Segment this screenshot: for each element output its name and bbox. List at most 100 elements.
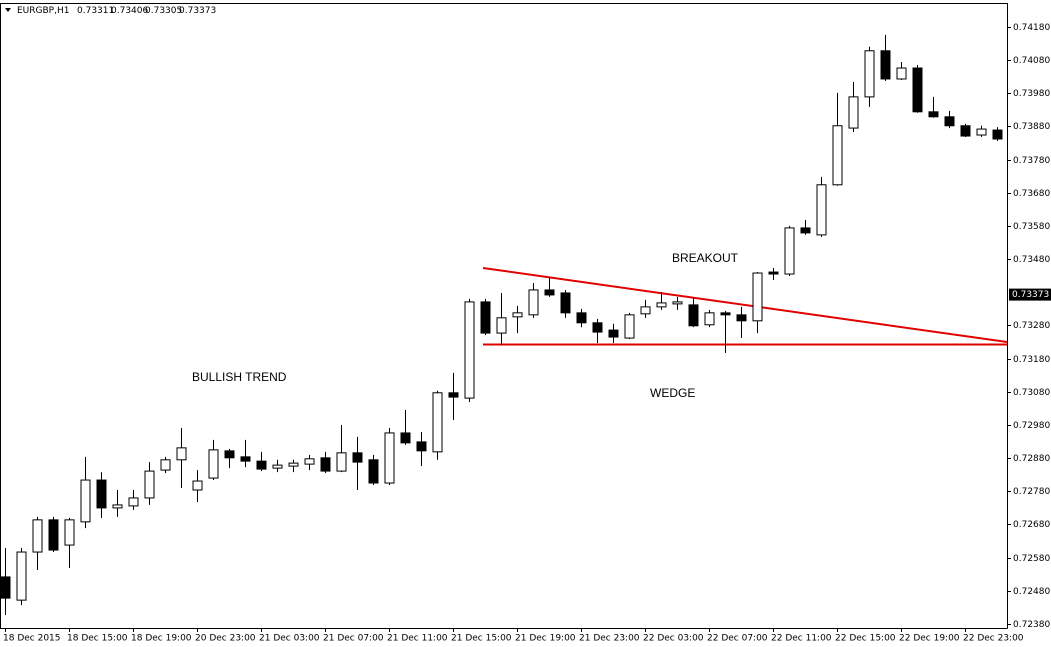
y-tick-label: 0.73280 — [1013, 321, 1050, 331]
candle-up — [272, 464, 283, 469]
candle-up — [496, 317, 507, 334]
candle-up — [640, 306, 651, 315]
y-tick-label: 0.72680 — [1013, 520, 1050, 530]
candle-down — [720, 312, 731, 316]
y-tick-label: 0.73180 — [1013, 355, 1050, 365]
candle-down — [320, 457, 331, 472]
candle-up — [160, 459, 171, 471]
candle-down — [608, 329, 619, 338]
candle-down — [576, 312, 587, 324]
current-price-box — [1009, 288, 1051, 301]
x-tick-label: 22 Dec 07:00 — [707, 634, 768, 644]
candle-down — [224, 450, 235, 459]
candle-down — [688, 304, 699, 327]
x-tick-label: 21 Dec 03:00 — [259, 634, 320, 644]
candle-up — [304, 458, 315, 465]
candle-down — [736, 314, 747, 322]
candle-up — [848, 96, 859, 129]
x-tick-label: 22 Dec 23:00 — [963, 634, 1024, 644]
candle-up — [752, 272, 763, 322]
candle-down — [448, 392, 459, 398]
current-price-label: 0.73373 — [1012, 290, 1049, 300]
candle-up — [16, 551, 27, 601]
y-tick-label: 0.73980 — [1013, 89, 1050, 99]
candle-down — [800, 227, 811, 234]
x-tick-label: 20 Dec 23:00 — [195, 634, 256, 644]
y-tick-label: 0.73580 — [1013, 222, 1050, 232]
candle-up — [704, 312, 715, 326]
header-close: 0.73373 — [179, 6, 216, 16]
candle-down — [544, 289, 555, 296]
annotation: WEDGE — [650, 386, 695, 400]
candle-down — [368, 459, 379, 484]
candle-up — [144, 470, 155, 499]
candle-up — [784, 227, 795, 275]
candle-down — [960, 125, 971, 137]
candle-up — [896, 67, 907, 80]
x-tick-label: 18 Dec 15:00 — [67, 634, 128, 644]
candle-up — [208, 449, 219, 479]
y-tick-label: 0.72980 — [1013, 421, 1050, 431]
y-tick-label: 0.73780 — [1013, 156, 1050, 166]
candle-up — [32, 519, 43, 553]
annotation: BULLISH TREND — [192, 370, 287, 384]
candle-up — [176, 447, 187, 461]
candles — [0, 34, 1003, 616]
candle-up — [432, 392, 443, 453]
y-tick-label: 0.73080 — [1013, 388, 1050, 398]
candle-up — [464, 301, 475, 399]
candle-up — [832, 125, 843, 186]
candle-down — [928, 111, 939, 118]
y-tick-label: 0.72880 — [1013, 454, 1050, 464]
x-tick-label: 21 Dec 11:00 — [387, 634, 448, 644]
candle-down — [560, 292, 571, 314]
x-tick-label: 22 Dec 11:00 — [771, 634, 832, 644]
y-tick-label: 0.72380 — [1013, 620, 1050, 630]
candle-down — [992, 129, 1003, 140]
x-tick-label: 22 Dec 03:00 — [643, 634, 704, 644]
candle-up — [112, 504, 123, 509]
candle-up — [80, 479, 91, 523]
candle-down — [400, 432, 411, 444]
y-tick-label: 0.73880 — [1013, 122, 1050, 132]
candle-up — [336, 452, 347, 472]
menu-icon — [5, 8, 11, 12]
header-high: 0.73406 — [111, 6, 148, 16]
y-tick-label: 0.73680 — [1013, 189, 1050, 199]
candle-up — [624, 314, 635, 339]
candle-up — [128, 497, 139, 507]
candle-up — [816, 184, 827, 236]
candle-down — [96, 479, 107, 509]
x-tick-label: 18 Dec 2015 — [3, 634, 61, 644]
y-tick-label: 0.72580 — [1013, 554, 1050, 564]
annotation: BREAKOUT — [672, 251, 739, 265]
candle-up — [976, 128, 987, 136]
candle-up — [384, 432, 395, 484]
candle-up — [656, 302, 667, 308]
axis-labels: 0.74180 0.74080 0.73980 0.73880 0.73780 0.736… — [3, 23, 1051, 644]
candle-down — [0, 576, 11, 599]
candle-down — [880, 50, 891, 80]
header-open: 0.73311 — [77, 6, 114, 16]
y-tick-label: 0.74080 — [1013, 56, 1050, 66]
candle-up — [64, 519, 75, 546]
candle-down — [416, 441, 427, 452]
header: EURGBP,H1 0.73311 0.73406 0.73305 0.7337… — [17, 6, 216, 16]
x-tick-label: 21 Dec 15:00 — [451, 634, 512, 644]
candle-up — [672, 301, 683, 305]
x-tick-label: 18 Dec 19:00 — [131, 634, 192, 644]
x-tick-label: 21 Dec 19:00 — [515, 634, 576, 644]
candle-up — [512, 312, 523, 318]
y-tick-label: 0.73480 — [1013, 255, 1050, 265]
candle-up — [528, 289, 539, 316]
candle-up — [864, 50, 875, 98]
candle-down — [48, 519, 59, 551]
candle-down — [240, 456, 251, 462]
candle-down — [256, 460, 267, 470]
y-tick-label: 0.72780 — [1013, 487, 1050, 497]
y-tick-label: 0.72480 — [1013, 587, 1050, 597]
x-tick-label: 21 Dec 07:00 — [323, 634, 384, 644]
trend-line — [482, 267, 1008, 343]
